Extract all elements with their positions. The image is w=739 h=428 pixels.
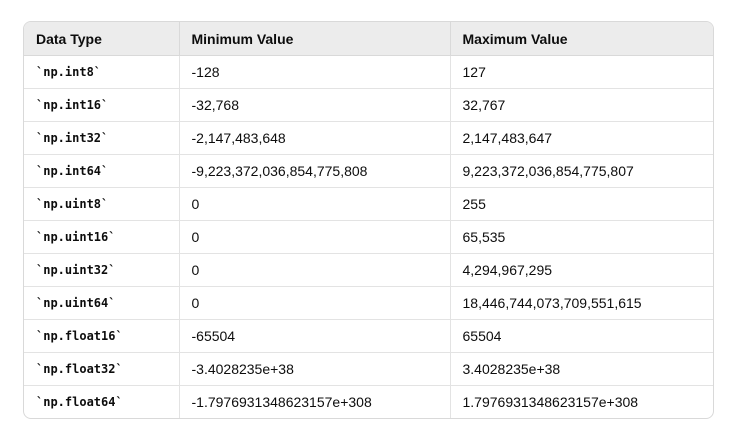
cell-maximum-value: 127 xyxy=(449,55,713,89)
cell-minimum-value: -32,768 xyxy=(178,88,450,122)
table-body: `np.int8` -128 127 `np.int16` -32,768 32… xyxy=(24,55,713,418)
cell-maximum-value: 18,446,744,073,709,551,615 xyxy=(449,286,713,320)
cell-minimum-value: 0 xyxy=(178,253,450,287)
header-data-type: Data Type xyxy=(24,22,179,56)
cell-maximum-value: 3.4028235e+38 xyxy=(449,352,713,386)
cell-data-type: `np.int64` xyxy=(24,154,179,188)
cell-maximum-value: 9,223,372,036,854,775,807 xyxy=(449,154,713,188)
table-row: `np.uint16` 0 65,535 xyxy=(24,220,713,254)
cell-maximum-value: 1.7976931348623157e+308 xyxy=(449,385,713,418)
cell-maximum-value: 4,294,967,295 xyxy=(449,253,713,287)
cell-data-type: `np.uint64` xyxy=(24,286,179,320)
cell-maximum-value: 32,767 xyxy=(449,88,713,122)
table-header: Data Type Minimum Value Maximum Value xyxy=(24,22,713,56)
header-maximum-value: Maximum Value xyxy=(449,22,713,56)
cell-minimum-value: 0 xyxy=(178,220,450,254)
cell-maximum-value: 255 xyxy=(449,187,713,221)
table-row: `np.int8` -128 127 xyxy=(24,55,713,89)
cell-maximum-value: 2,147,483,647 xyxy=(449,121,713,155)
table-row: `np.uint64` 0 18,446,744,073,709,551,615 xyxy=(24,286,713,320)
cell-data-type: `np.uint32` xyxy=(24,253,179,287)
table-row: `np.uint32` 0 4,294,967,295 xyxy=(24,253,713,287)
cell-maximum-value: 65,535 xyxy=(449,220,713,254)
header-row: Data Type Minimum Value Maximum Value xyxy=(24,22,713,56)
cell-data-type: `np.float64` xyxy=(36,395,123,409)
cell-data-type: `np.int32` xyxy=(24,121,179,155)
cell-minimum-value: -3.4028235e+38 xyxy=(178,352,450,386)
table-row: `np.int16` -32,768 32,767 xyxy=(24,88,713,122)
cell-minimum-value: -65504 xyxy=(178,319,450,353)
data-table: Data Type Minimum Value Maximum Value `n… xyxy=(24,22,713,418)
cell-minimum-value: -9,223,372,036,854,775,808 xyxy=(178,154,450,188)
cell-data-type: `np.int16` xyxy=(24,88,179,122)
cell-data-type: `np.uint16` xyxy=(24,220,179,254)
header-minimum-value: Minimum Value xyxy=(178,22,450,56)
cell-minimum-value: -1.7976931348623157e+308 xyxy=(178,385,450,418)
cell-maximum-value: 65504 xyxy=(449,319,713,353)
table-row: `np.int32` -2,147,483,648 2,147,483,647 xyxy=(24,121,713,155)
table-row: `np.float64` -1.7976931348623157e+308 1.… xyxy=(24,385,713,418)
cell-minimum-value: -128 xyxy=(178,55,450,89)
cell-data-type: `np.float32` xyxy=(24,352,179,386)
table-row: `np.float16` -65504 65504 xyxy=(24,319,713,353)
table-row: `np.int64` -9,223,372,036,854,775,808 9,… xyxy=(24,154,713,188)
table-row: `np.uint8` 0 255 xyxy=(24,187,713,221)
cell-minimum-value: 0 xyxy=(178,187,450,221)
cell-minimum-value: 0 xyxy=(178,286,450,320)
table-row: `np.float32` -3.4028235e+38 3.4028235e+3… xyxy=(24,352,713,386)
cell-data-type: `np.int8` xyxy=(24,55,179,89)
cell-data-type: `np.uint8` xyxy=(24,187,179,221)
cell-minimum-value: -2,147,483,648 xyxy=(178,121,450,155)
cell-data-type: `np.float16` xyxy=(24,319,179,353)
data-type-range-table: Data Type Minimum Value Maximum Value `n… xyxy=(23,21,714,419)
